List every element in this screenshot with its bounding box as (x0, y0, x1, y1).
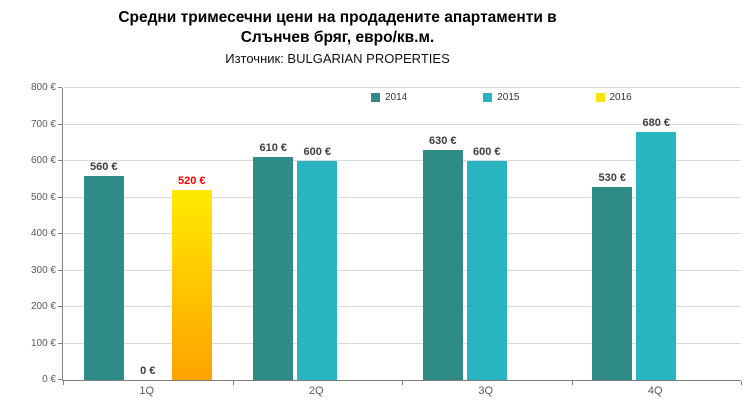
x-axis-tick-label-2Q: 2Q (308, 385, 324, 397)
y-axis-tick-label: 200 € (30, 301, 56, 312)
plot-area: 560 € 0 € 520 € 610 € 600 € 630 € 600 € 530 € 68… (58, 87, 742, 385)
y-axis-tickmark (58, 306, 62, 307)
chart-title-line1: Средни тримесечни цени на продадените ап… (118, 9, 557, 26)
legend-swatch-2015 (483, 93, 493, 102)
bar-2015-2Q[interactable] (297, 161, 338, 380)
gridline (63, 233, 741, 234)
bar-2014-1Q[interactable] (83, 175, 124, 380)
bar-slot-2016-4Q (680, 88, 720, 380)
bar-value-label-2014-1Q: 560 € (89, 160, 118, 173)
gridline (63, 196, 741, 198)
y-axis-tick-label: 300 € (30, 264, 56, 276)
y-axis-tick-label: 700 € (30, 118, 56, 130)
bar-group-2Q: 610 € 600 € (233, 88, 403, 380)
bar-slot-2014-3Q: 630 € (422, 88, 463, 380)
x-axis-tick-label-1Q: 1Q (139, 385, 155, 397)
y-axis-tickmark (58, 87, 62, 88)
y-axis-tick-label: 400 € (30, 228, 56, 239)
x-axis-tickmark (63, 381, 64, 385)
chart-title-line2: Слънчев бряг, евро/кв.м. (240, 29, 435, 47)
y-axis-tickmark (58, 123, 62, 125)
bar-slot-2016-1Q: 520 € (171, 88, 212, 380)
bar-slot-2015-3Q: 600 € (466, 88, 507, 380)
y-axis-tick-label: 0 € (42, 374, 56, 385)
bar-value-label-2015-4Q: 680 € (642, 116, 671, 129)
bar-groups: 560 € 0 € 520 € 610 € 600 € 630 € 600 € 530 € 68… (63, 88, 741, 380)
bar-2014-3Q[interactable] (422, 150, 463, 380)
chart-subtitle: Източник: BULGARIAN PROPERTIES (225, 51, 450, 67)
y-axis-tickmark (58, 196, 62, 198)
bar-slot-2016-3Q (511, 88, 551, 380)
bar-2016-1Q[interactable] (171, 190, 212, 380)
bar-value-label-2014-4Q: 530 € (598, 171, 627, 184)
y-axis-tickmark (58, 233, 62, 234)
gridline (63, 87, 741, 88)
x-axis-tickmark (571, 381, 573, 385)
legend-label-2016: 2016 (609, 92, 632, 103)
bar-value-label-2016-1Q: 520 € (177, 175, 206, 188)
x-axis-tickmark (741, 381, 742, 385)
x-axis-tickmark (232, 381, 234, 385)
bar-2015-3Q[interactable] (466, 161, 507, 380)
x-axis-tick-label-3Q: 3Q (478, 385, 494, 397)
gridline (63, 123, 741, 125)
legend-item-2014[interactable]: 2014 (371, 92, 407, 103)
y-axis-tickmark (58, 160, 62, 161)
bar-slot-2015-1Q: 0 € (128, 88, 168, 380)
legend-item-2015[interactable]: 2015 (483, 92, 520, 103)
legend-label-2015: 2015 (497, 92, 520, 103)
bar-value-label-2014-3Q: 630 € (428, 135, 457, 148)
legend-label-2014: 2014 (385, 92, 408, 103)
x-axis-tick-label-4Q: 4Q (647, 385, 663, 397)
bar-2014-2Q[interactable] (253, 157, 294, 380)
bar-value-label-2015-3Q: 600 € (472, 146, 501, 158)
bar-2014-4Q[interactable] (592, 186, 633, 380)
y-axis-tick-label: 100 € (30, 337, 56, 349)
legend-swatch-2016 (595, 93, 605, 102)
bar-slot-2014-2Q: 610 € (253, 88, 294, 380)
bar-2015-4Q[interactable] (636, 131, 677, 380)
gridline (63, 160, 741, 161)
y-axis-tickmark (58, 342, 62, 344)
bar-value-label-2015-2Q: 600 € (303, 146, 332, 158)
y-axis-tick-label: 800 € (30, 82, 56, 93)
gridline (63, 342, 741, 344)
y-axis-tickmark (58, 269, 62, 271)
gridline (63, 269, 741, 271)
y-axis-tick-label: 600 € (30, 155, 56, 166)
bar-slot-2015-2Q: 600 € (297, 88, 338, 380)
grid-layer (58, 87, 741, 380)
bar-slot-2014-1Q: 560 € (83, 88, 124, 380)
x-axis-tickmark (402, 381, 403, 385)
bar-slot-2015-4Q: 680 € (636, 88, 677, 380)
y-axis-labels: 0 € 100 € 200 € 300 € 400 € 500 € 600 € 700 € 80… (0, 83, 56, 385)
bar-value-label-2015-1Q: 0 € (140, 365, 156, 377)
gridline (63, 306, 741, 307)
chart-header: Средни тримесечни цени на продадените ап… (30, 8, 645, 66)
bar-group-4Q: 530 € 680 € (572, 88, 742, 380)
y-axis-tickmark (58, 379, 62, 380)
bar-slot-2014-4Q: 530 € (592, 88, 633, 380)
bar-slot-2016-2Q (341, 88, 381, 380)
y-axis-tick-label: 500 € (30, 191, 56, 203)
legend: 2014 2015 2016 (371, 92, 632, 103)
legend-item-2016[interactable]: 2016 (595, 92, 632, 103)
x-axis-labels: 1Q 2Q 3Q 4Q (62, 385, 740, 397)
legend-swatch-2014 (371, 93, 380, 102)
bar-group-3Q: 630 € 600 € (402, 88, 572, 380)
bar-group-1Q: 560 € 0 € 520 € (63, 88, 233, 380)
bar-value-label-2014-2Q: 610 € (259, 142, 288, 155)
